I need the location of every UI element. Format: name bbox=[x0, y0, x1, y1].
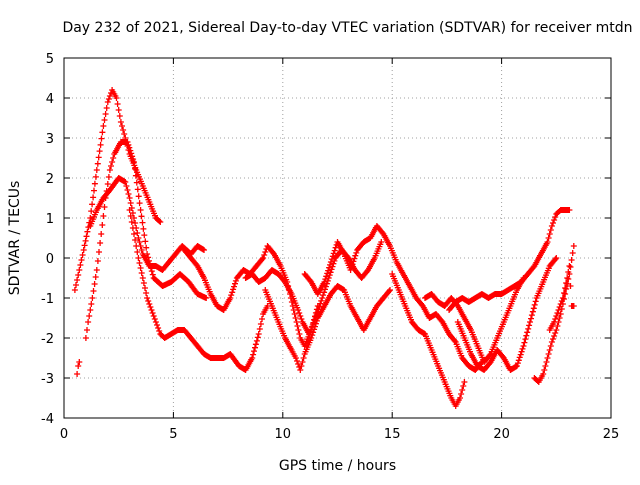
series-sat-g bbox=[242, 239, 385, 337]
data-point-markers bbox=[546, 263, 577, 333]
x-axis-label: GPS time / hours bbox=[279, 458, 396, 474]
series-sat-l bbox=[446, 207, 573, 313]
data-point-markers bbox=[301, 223, 485, 373]
data-point-markers bbox=[74, 359, 83, 377]
series-sat-h bbox=[262, 283, 393, 373]
data-point-markers bbox=[82, 139, 210, 341]
plot-frame bbox=[63, 57, 612, 419]
y-tick-label: 1 bbox=[46, 212, 54, 227]
data-point-markers bbox=[242, 239, 385, 337]
data-point-markers bbox=[126, 207, 271, 373]
x-tick-label: 20 bbox=[493, 427, 510, 442]
x-tick-label: 0 bbox=[60, 427, 68, 442]
series-sat-d bbox=[87, 175, 207, 273]
y-tick-label: -4 bbox=[41, 412, 54, 427]
y-tick-label: -1 bbox=[41, 292, 54, 307]
data-point-markers bbox=[87, 175, 207, 273]
data-marks bbox=[71, 87, 577, 409]
x-tick-label: 5 bbox=[169, 427, 177, 442]
y-tick-label: 2 bbox=[46, 172, 54, 187]
series-sat-c bbox=[82, 139, 210, 341]
data-point-markers bbox=[531, 243, 577, 385]
series-sat-k bbox=[422, 275, 527, 365]
y-axis-label: SDTVAR / TECUs bbox=[7, 181, 23, 296]
y-tick-label: 5 bbox=[46, 52, 54, 67]
series-sat-j bbox=[389, 271, 468, 409]
data-point-markers bbox=[389, 271, 468, 409]
chart-title: Day 232 of 2021, Sidereal Day-to-day VTE… bbox=[62, 20, 632, 36]
series-sat-n bbox=[531, 243, 577, 385]
y-tick-label: 0 bbox=[46, 252, 54, 267]
series-sat-e bbox=[126, 207, 271, 373]
data-point-markers bbox=[422, 275, 527, 365]
data-point-markers bbox=[454, 255, 560, 373]
y-tick-label: 4 bbox=[46, 92, 54, 107]
y-tick-label: -3 bbox=[41, 372, 54, 387]
series-sat-b bbox=[74, 359, 83, 377]
y-tick-label: -2 bbox=[41, 332, 54, 347]
y-tick-label: 3 bbox=[46, 132, 54, 147]
x-tick-label: 25 bbox=[603, 427, 620, 442]
data-point-markers bbox=[446, 207, 573, 313]
series-sat-i bbox=[301, 223, 485, 373]
x-tick-label: 15 bbox=[384, 427, 401, 442]
series-sat-m bbox=[454, 255, 560, 373]
axis-ticks: 0 5 10 15 20 25 -4 -3 -2 -1 0 1 2 3 4 5 bbox=[41, 52, 619, 442]
series-sat-o bbox=[546, 263, 577, 333]
x-tick-label: 10 bbox=[275, 427, 292, 442]
data-point-markers bbox=[262, 283, 393, 373]
